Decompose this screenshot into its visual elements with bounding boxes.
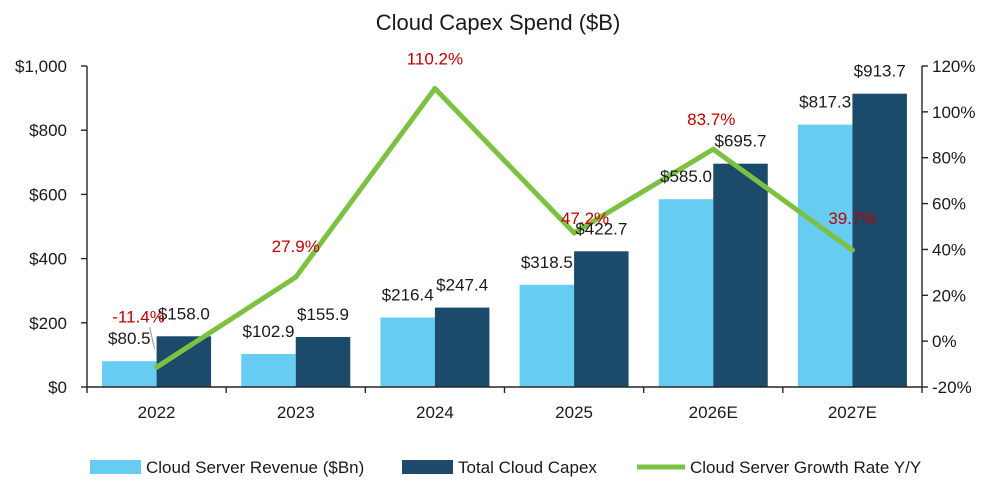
growth-value-label-2026e: 83.7% [687,110,735,129]
x-axis-category-label-2027e: 2027E [828,403,877,422]
bar-value-label-total-cloud-capex-2022: $158.0 [158,304,210,323]
bar-total-cloud-capex-2026e [713,163,768,387]
legend: Cloud Server Revenue ($Bn) Total Cloud C… [90,458,921,477]
legend-label-cloud-server-revenue: Cloud Server Revenue ($Bn) [146,458,364,477]
legend-label-total-cloud-capex: Total Cloud Capex [458,458,597,477]
legend-item-total-cloud-capex: Total Cloud Capex [402,458,597,477]
line-point-cloud-server-growth-rate-y-y-2024 [432,85,438,91]
legend-swatch-cloud-server-revenue [90,460,141,474]
growth-label-leader-line [148,327,156,350]
x-axis-category-label-2026e: 2026E [689,403,738,422]
line-point-cloud-server-growth-rate-y-y-2026e [710,146,716,152]
bar-value-label-cloud-server-revenue-bn-2022: $80.5 [108,329,151,348]
line-point-cloud-server-growth-rate-y-y-2023 [293,274,299,280]
bar-value-label-total-cloud-capex-2026e: $695.7 [715,132,767,151]
y-axis-left-tick-label: $400 [29,250,67,269]
y-axis-right-tick-label: 60% [932,195,966,214]
line-point-cloud-server-growth-rate-y-y-2027e [849,247,855,253]
bar-cloud-server-revenue-bn-2024 [380,317,435,387]
bar-value-label-total-cloud-capex-2023: $155.9 [297,305,349,324]
bar-total-cloud-capex-2027e [852,93,907,387]
chart-title: Cloud Capex Spend ($B) [376,10,621,35]
x-axis-category-label-2023: 2023 [277,403,315,422]
bar-total-cloud-capex-2025 [574,251,629,387]
growth-value-label-2022: -11.4% [112,307,165,326]
data-labels-group: $80.5 $102.9 $216.4 $318.5 $585.0 $817.3 $158.… [108,49,906,350]
bar-total-cloud-capex-2024 [434,307,490,387]
bar-value-label-total-cloud-capex-2027e: $913.7 [854,62,906,81]
growth-value-label-2024: 110.2% [407,49,463,68]
x-axis-category-label-2024: 2024 [416,403,454,422]
y-axis-right-tick-label: 80% [932,149,966,168]
y-axis-right-tick-label: 120% [932,57,975,76]
y-axis-left-tick-label: $800 [29,121,67,140]
bar-value-label-total-cloud-capex-2025: $422.7 [575,219,627,238]
bar-value-label-cloud-server-revenue-bn-2023: $102.9 [243,322,295,341]
growth-value-label-2025: 47.2% [561,209,609,228]
y-axis-right-tick-label: 40% [932,240,966,259]
bar-cloud-server-revenue-bn-2022 [102,361,157,387]
bar-series-group [102,93,907,387]
y-axis-right-tick-label: 0% [932,332,957,351]
legend-item-cloud-server-revenue: Cloud Server Revenue ($Bn) [90,458,364,477]
bar-cloud-server-revenue-bn-2023 [241,353,296,387]
line-series-group [154,85,855,370]
y-axis-left-tick-label: $1,000 [15,57,67,76]
bar-value-label-cloud-server-revenue-bn-2024: $216.4 [382,286,434,305]
x-axis-category-label-2025: 2025 [555,403,593,422]
y-axis-right-tick-label: 20% [932,286,966,305]
y-axis-right-tick-label: 100% [932,103,975,122]
y-axis-left-tick-label: $600 [29,185,67,204]
line-point-cloud-server-growth-rate-y-y-2022 [154,364,160,370]
bar-value-label-cloud-server-revenue-bn-2025: $318.5 [521,253,573,272]
legend-item-cloud-server-growth-rate: Cloud Server Growth Rate Y/Y [637,458,921,477]
growth-value-label-2023: 27.9% [272,237,320,256]
bar-total-cloud-capex-2023 [295,336,351,387]
bar-value-label-cloud-server-revenue-bn-2027e: $817.3 [799,93,851,112]
bar-value-label-cloud-server-revenue-bn-2026e: $585.0 [660,167,712,186]
bar-cloud-server-revenue-bn-2026e [658,199,714,387]
line-point-cloud-server-growth-rate-y-y-2025 [571,230,577,236]
bar-value-label-total-cloud-capex-2024: $247.4 [436,276,488,295]
axes-group: $0 $200 $400 $600 $800 $1,000 -20% 0% 20% 40% 60% 8… [15,57,975,422]
bar-cloud-server-revenue-bn-2027e [797,124,853,387]
y-axis-right-tick-label: -20% [932,378,972,397]
y-axis-left-tick-label: $0 [48,378,67,397]
line-cloud-server-growth-rate-y-y [155,85,854,370]
x-axis-category-label-2022: 2022 [138,403,176,422]
growth-value-label-2027e: 39.7% [828,209,876,228]
legend-swatch-total-cloud-capex [402,460,453,474]
bar-cloud-server-revenue-bn-2025 [519,284,575,387]
y-axis-left-tick-label: $200 [29,314,67,333]
legend-label-cloud-server-growth-rate: Cloud Server Growth Rate Y/Y [690,458,921,477]
